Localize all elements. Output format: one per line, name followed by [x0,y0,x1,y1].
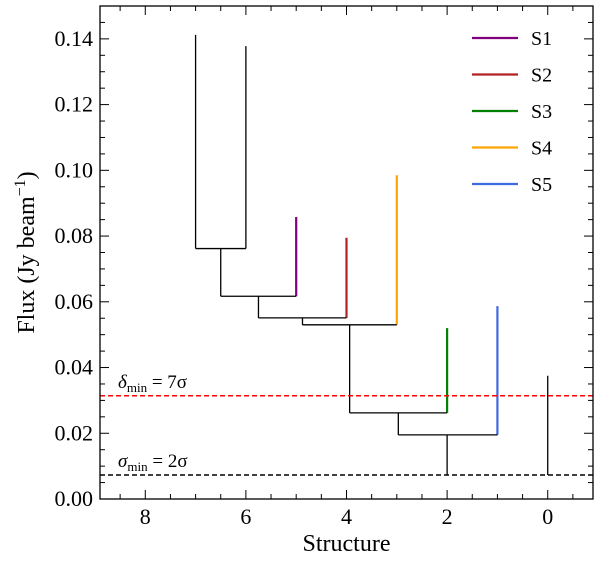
legend-label-S5: S5 [531,174,552,196]
y-tick-label: 0.08 [55,223,94,248]
legend-label-S1: S1 [531,28,552,50]
dendrogram-lines [194,34,549,476]
y-tick-label: 0.12 [55,92,94,117]
x-tick-label: 0 [542,504,553,529]
legend-label-S4: S4 [531,138,552,160]
y-tick-label: 0.06 [55,289,94,314]
y-tick-label: 0.00 [55,486,94,511]
y-tick-label: 0.10 [55,157,94,182]
threshold-lines: δmin = 7σ σmin = 2σ [100,372,593,476]
threshold-label-0: δmin = 7σ [118,372,187,395]
legend-label-S3: S3 [531,101,552,123]
x-tick-label: 4 [341,504,352,529]
legend: S1 S2 S3 S4 S5 [472,28,552,196]
legend-label-S2: S2 [531,65,552,87]
y-axis-label: Flux (Jy beam−1) [12,171,40,333]
y-tick-label: 0.14 [55,26,94,51]
axes: 8 6 4 2 0 0.00 0.02 0.04 0.06 0.08 0.10 0.12 0.14 Str… [12,5,594,557]
x-axis-label: Structure [303,531,391,557]
x-tick-label: 2 [442,504,453,529]
y-tick-label: 0.04 [55,355,94,380]
threshold-label-1: σmin = 2σ [118,451,188,474]
x-tick-label: 6 [240,504,251,529]
x-tick-label: 8 [140,504,151,529]
y-tick-label: 0.02 [55,420,94,445]
